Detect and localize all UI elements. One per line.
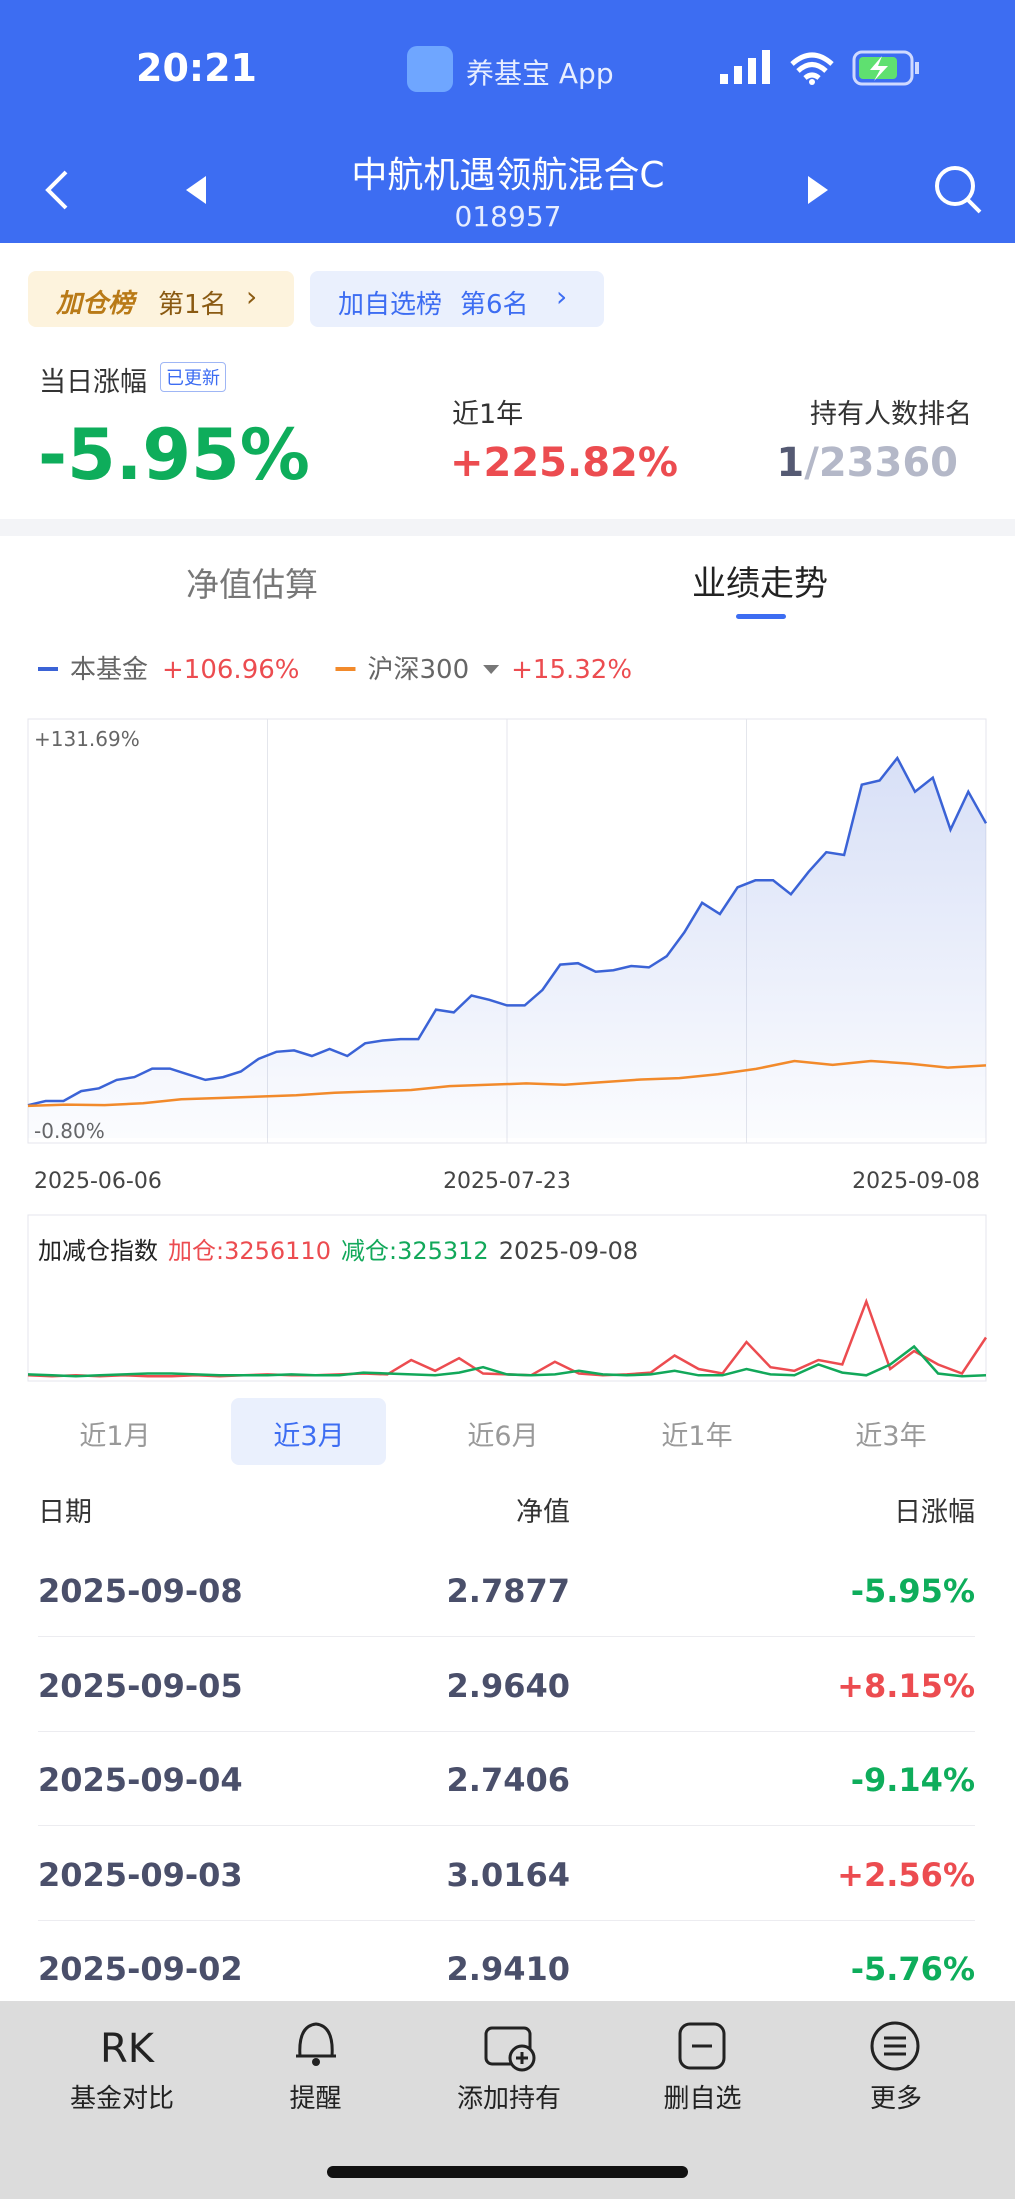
area [28,758,986,1138]
year-label: 近1年 [452,399,524,430]
badge-label: 加自选榜 [338,290,443,320]
status-time: 20:21 [136,46,257,90]
date: 2025-09-03 [38,1855,243,1894]
nav: 2.9640 [446,1666,570,1705]
badge-rank: 第1名 [158,290,227,320]
date: 2025-09-05 [38,1666,243,1705]
tab[interactable]: 净值估算 [186,565,318,604]
home-indicator [327,2166,688,2178]
search[interactable] [935,166,975,206]
period[interactable]: 近6月 [467,1421,539,1452]
row-divider [38,1636,975,1637]
column-header: 净值 [516,1497,570,1528]
x-tick-label: 2025-07-23 [443,1169,571,1194]
next[interactable] [808,176,828,204]
charts: 本基金+106.96%沪深300+15.32%+131.69%-0.80%202… [27,655,988,1382]
index-line [27,1344,987,1378]
fund-code: 018957 [454,200,562,233]
legend-value: +15.32% [511,655,632,685]
x-tick-label: 2025-06-06 [34,1169,162,1194]
period[interactable]: 近3年 [855,1421,927,1452]
index-frame [27,1214,987,1382]
toolbar-button[interactable]: 删自选 [663,2084,742,2114]
y-tick-label: +131.69% [34,727,140,751]
rank-total: /23360 [804,440,958,486]
year-value: +225.82% [450,440,678,486]
column-header: 日期 [38,1497,92,1528]
toolbar-button[interactable]: 基金对比 [69,2084,175,2114]
legend-value: +106.96% [162,655,299,685]
badge-label: 加仓榜 [56,289,135,319]
toolbar-button[interactable]: 更多 [869,2084,923,2114]
index-date: 2025-09-08 [499,1237,638,1265]
toolbar-icons: RK [100,2021,920,2072]
toolbar-button[interactable]: 添加持有 [456,2084,562,2114]
change: +8.15% [837,1666,975,1705]
status-app: 养基宝 App [466,57,614,90]
period[interactable]: 近1月 [79,1421,151,1452]
legend-dropdown [483,665,500,674]
separator [0,519,1015,536]
prev[interactable] [186,176,206,204]
rank-label: 持有人数排名 [810,399,972,430]
toolbar-button[interactable]: 提醒 [289,2084,342,2114]
rank-value: 1 [776,440,805,486]
date: 2025-09-08 [38,1572,243,1610]
change: -5.76% [850,1950,975,1988]
back[interactable] [45,170,68,210]
column-header: 日涨幅 [894,1497,975,1528]
badge-arrow: › [246,280,258,313]
tab-underline [736,614,786,619]
badge[interactable] [310,271,604,327]
status-icons [720,50,919,86]
change: -5.95% [850,1572,975,1610]
updated-tag: 已更新 [160,362,226,392]
app-icon [407,46,453,92]
badge[interactable] [28,271,294,327]
index-line [27,1297,988,1378]
nav-icons [45,166,982,214]
badge-rank: 第6名 [460,290,529,320]
nav: 2.7877 [446,1572,570,1610]
line [27,1059,987,1108]
date: 2025-09-04 [38,1761,243,1799]
period[interactable]: 近1年 [661,1421,733,1452]
change: +2.56% [837,1855,975,1894]
badge-arrow: › [556,280,568,313]
index-reduce-label: 减仓:325312 [341,1237,489,1265]
period-active[interactable]: 近3月 [273,1421,345,1452]
fund-title: 中航机遇领航混合C [351,155,665,196]
nav: 2.9410 [446,1950,570,1988]
row-divider [38,1919,975,1921]
index-title: 加减仓指数 [38,1237,158,1265]
legend-name: 本基金 [70,655,148,685]
x-tick-label: 2025-09-08 [852,1169,980,1194]
index-add-label: 加仓:3256110 [168,1237,331,1265]
legend-name: 沪深300 [367,655,469,685]
svg-text:RK: RK [100,2026,156,2072]
period-selected [231,1398,386,1465]
header [0,0,1015,243]
row-divider [38,1825,975,1826]
daily-label: 当日涨幅 [39,367,147,398]
change: -9.14% [850,1761,975,1799]
rank: 1/23360 [776,440,958,486]
line [27,755,988,1107]
nav: 3.0164 [446,1855,570,1894]
date: 2025-09-02 [38,1950,243,1988]
row-divider [38,1730,975,1732]
nav: 2.7406 [446,1761,570,1799]
tab-active[interactable]: 业绩走势 [692,564,828,604]
daily-value: -5.95% [38,414,310,496]
